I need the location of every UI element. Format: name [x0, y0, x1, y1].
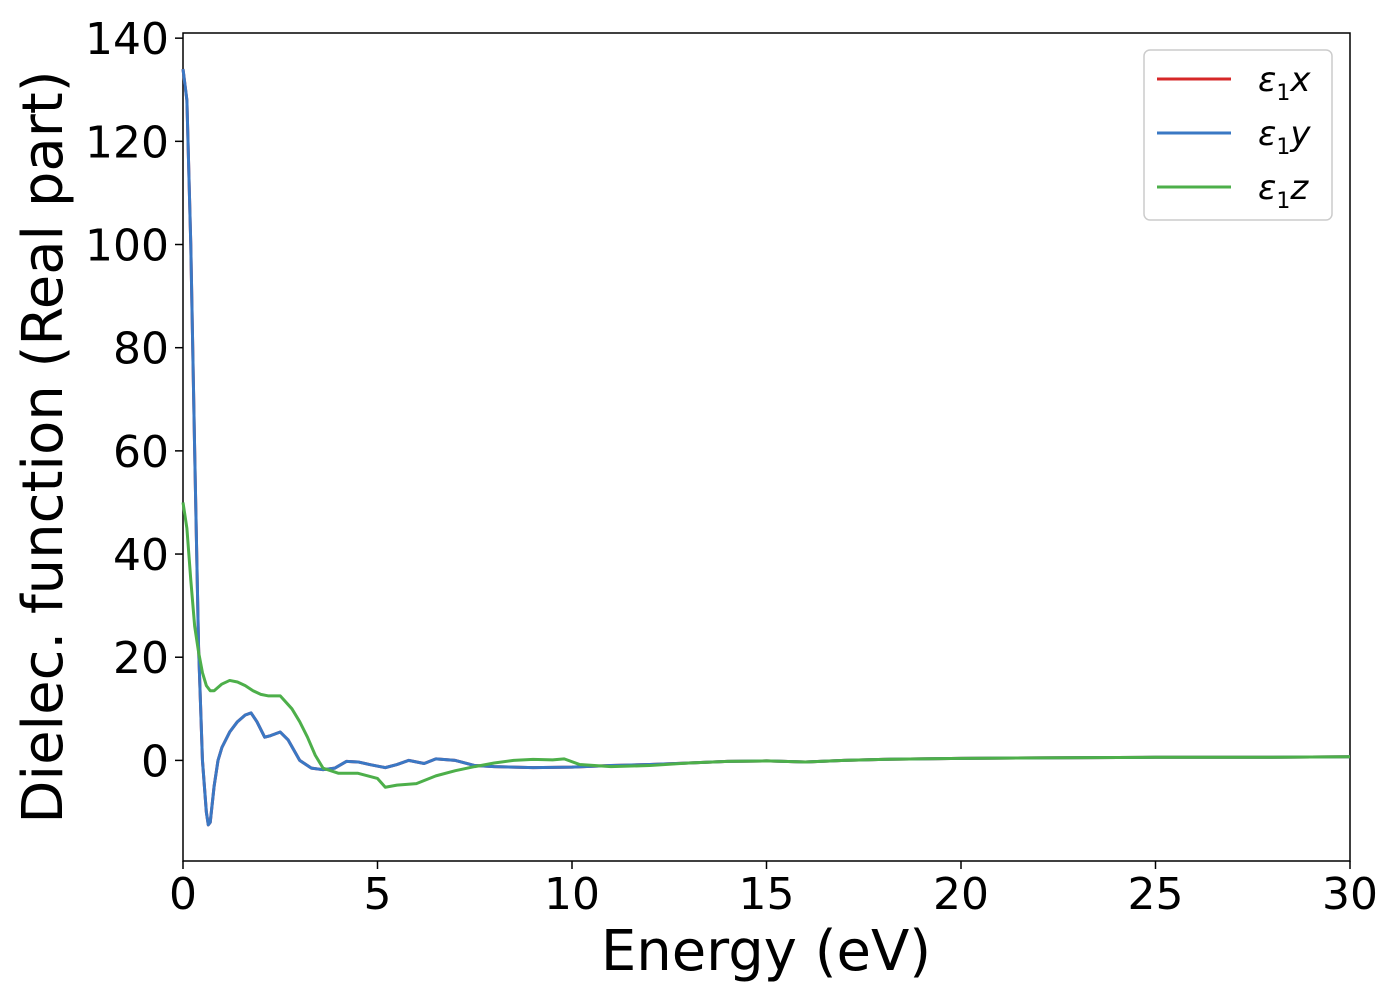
x-tick-label: 25 — [1128, 869, 1184, 920]
legend-label-1: ε1y — [1258, 114, 1311, 160]
y-tick-label: 40 — [113, 530, 169, 581]
legend-label-0: ε1x — [1258, 60, 1311, 106]
y-tick-label: 80 — [113, 324, 169, 375]
x-axis-label: Energy (eV) — [601, 919, 931, 984]
legend: ε1x ε1y ε1z — [1143, 49, 1333, 221]
x-tick-label: 20 — [933, 869, 989, 920]
x-tick-label: 10 — [544, 869, 600, 920]
x-tick-label: 0 — [169, 869, 197, 920]
x-tick-label: 30 — [1322, 869, 1378, 920]
y-axis-label: Dielec. function (Real part) — [11, 70, 76, 823]
y-tick-label: 140 — [85, 14, 169, 65]
y-tick-label: 120 — [85, 117, 169, 168]
y-tick-label: 60 — [113, 427, 169, 478]
legend-label-2: ε1z — [1258, 168, 1309, 214]
x-axis-ticks: 0 5 10 15 20 25 30 — [169, 861, 1378, 920]
y-tick-label: 0 — [141, 736, 169, 787]
series-line-2 — [181, 502, 1351, 789]
series-layer — [181, 68, 1351, 827]
y-tick-label: 20 — [113, 633, 169, 684]
y-axis-ticks: 0 20 40 60 80 100 120 140 — [85, 14, 183, 787]
legend-box — [1143, 49, 1333, 221]
legend-entries: ε1x ε1y ε1z — [1157, 60, 1311, 214]
x-tick-label: 5 — [364, 869, 392, 920]
x-tick-label: 15 — [739, 869, 795, 920]
y-tick-label: 100 — [85, 221, 169, 272]
